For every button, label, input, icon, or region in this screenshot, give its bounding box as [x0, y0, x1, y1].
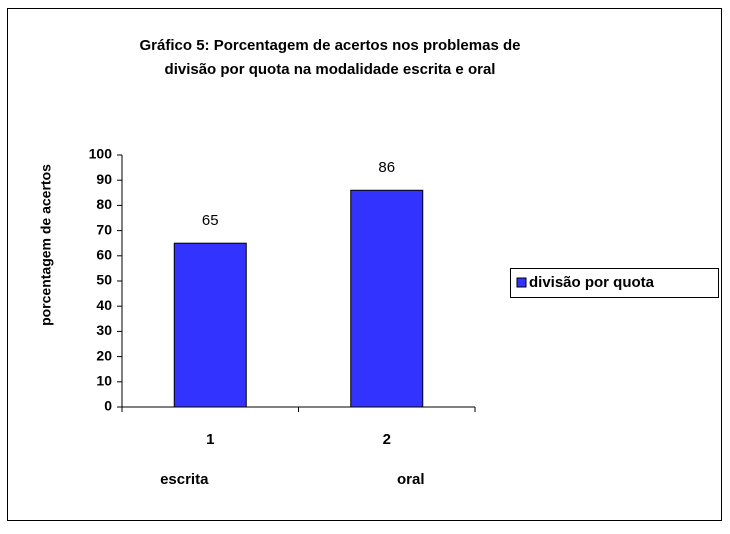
y-tick-label: 30	[96, 322, 112, 338]
data-label: 65	[202, 212, 219, 229]
x-tick-label: 2	[383, 431, 391, 448]
y-tick-label: 60	[96, 247, 112, 263]
y-tick-label: 0	[104, 398, 112, 414]
y-axis-label: porcentagem de acertos	[38, 164, 54, 326]
legend-swatch	[516, 277, 527, 288]
y-tick-label: 10	[96, 373, 112, 389]
y-tick-label: 80	[96, 196, 112, 212]
y-tick-label: 100	[89, 146, 113, 162]
x-tick-label: 1	[206, 431, 214, 448]
chart-title: divisão por quota na modalidade escrita …	[165, 61, 496, 78]
bar	[173, 242, 247, 408]
category-name: oral	[397, 471, 425, 488]
chart-title: Gráfico 5: Porcentagem de acertos nos pr…	[140, 37, 521, 54]
y-tick-label: 50	[96, 272, 112, 288]
y-tick-label: 20	[96, 347, 112, 363]
data-label: 86	[378, 159, 395, 176]
legend-box	[510, 268, 719, 298]
category-name: escrita	[160, 471, 209, 488]
y-tick-label: 90	[96, 171, 112, 187]
y-tick-label: 40	[96, 297, 112, 313]
legend-label: divisão por quota	[529, 274, 655, 291]
bar	[350, 189, 424, 408]
y-tick-label: 70	[96, 221, 112, 237]
